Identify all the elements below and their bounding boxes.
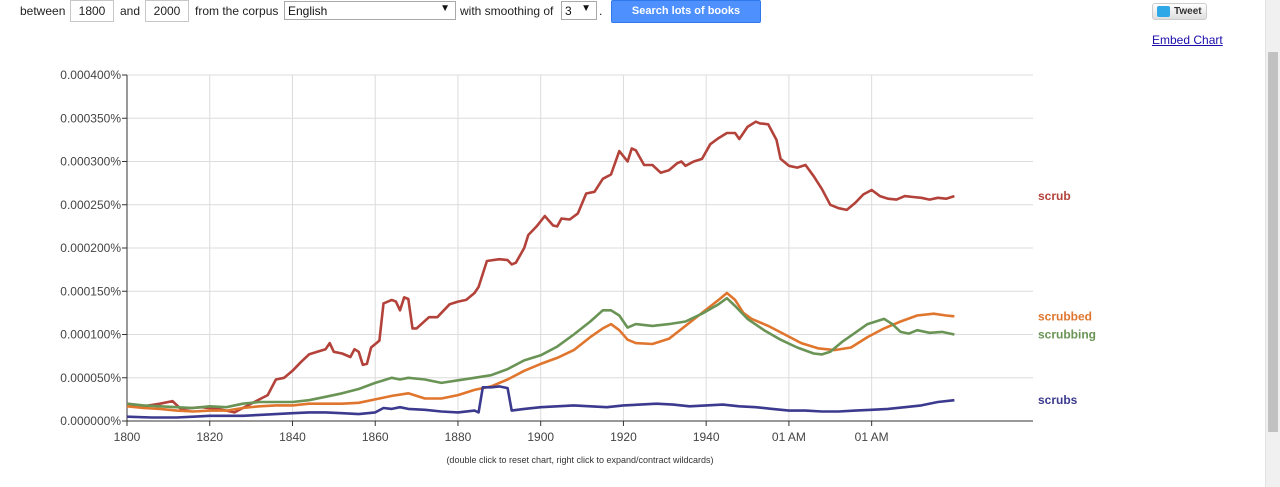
x-tick-label: 1800 (114, 430, 141, 444)
ngram-chart[interactable]: 0.000000% 0.000050% 0.000100% 0.000150% 0.00… (0, 50, 1160, 450)
y-tick-label: 0.000250% (60, 198, 121, 212)
series-label-scrubbing: scrubbing (1038, 328, 1096, 342)
y-tick-label: 0.000400% (60, 68, 121, 82)
y-tick-label: 0.000050% (60, 371, 121, 385)
series-line-scrubs[interactable] (126, 385, 955, 419)
vertical-scrollbar[interactable] (1265, 0, 1280, 487)
query-controls: between and from the corpus English ▼ wi… (0, 0, 1280, 26)
x-tick-label: 1820 (196, 430, 223, 444)
smoothing-period: . (599, 4, 603, 18)
series-label-scrubbed: scrubbed (1038, 309, 1092, 323)
series-line-scrub[interactable] (126, 120, 955, 414)
y-tick-label: 0.000350% (60, 111, 121, 125)
y-tick-label: 0.000200% (60, 241, 121, 255)
smoothing-select-value: 3 (565, 4, 572, 18)
x-tick-label: 1840 (279, 430, 306, 444)
y-tick-label: 0.000150% (60, 284, 121, 298)
search-button[interactable]: Search lots of books (611, 0, 761, 23)
series-label-scrub: scrub (1038, 189, 1071, 203)
chevron-down-icon: ▼ (440, 3, 450, 14)
x-tick-label: 1920 (610, 430, 637, 444)
x-tick-label: 1940 (693, 430, 720, 444)
x-tick-label: 1860 (362, 430, 389, 444)
y-tick-label: 0.000000% (60, 414, 121, 428)
chevron-down-icon: ▼ (581, 3, 591, 14)
smoothing-select[interactable]: 3 ▼ (561, 1, 597, 20)
series-line-scrubbed[interactable] (126, 291, 955, 413)
x-tick-label: 1880 (445, 430, 472, 444)
x-tick-label: 01 AM (772, 430, 806, 444)
corpus-select-value: English (288, 4, 328, 18)
embed-chart-link[interactable]: Embed Chart (1152, 33, 1223, 47)
series-line-scrubbing[interactable] (126, 296, 955, 410)
twitter-bird-icon (1157, 6, 1170, 17)
series-label-scrubs: scrubs (1038, 393, 1078, 407)
end-year-input[interactable] (145, 0, 189, 22)
x-tick-label: 1900 (527, 430, 554, 444)
x-tick-label: 01 AM (855, 430, 889, 444)
tweet-button-label: Tweet (1174, 6, 1202, 17)
chart-footnote: (double click to reset chart, right clic… (446, 455, 714, 465)
y-tick-label: 0.000300% (60, 155, 121, 169)
y-tick-label: 0.000100% (60, 328, 121, 342)
between-label: between (20, 4, 66, 18)
corpus-label: from the corpus (195, 4, 279, 18)
scrollbar-thumb[interactable] (1268, 52, 1278, 432)
corpus-select[interactable]: English ▼ (284, 1, 456, 20)
smoothing-label: with smoothing of (460, 4, 554, 18)
start-year-input[interactable] (70, 0, 114, 22)
tweet-button[interactable]: Tweet (1152, 3, 1207, 20)
and-label: and (120, 4, 141, 18)
